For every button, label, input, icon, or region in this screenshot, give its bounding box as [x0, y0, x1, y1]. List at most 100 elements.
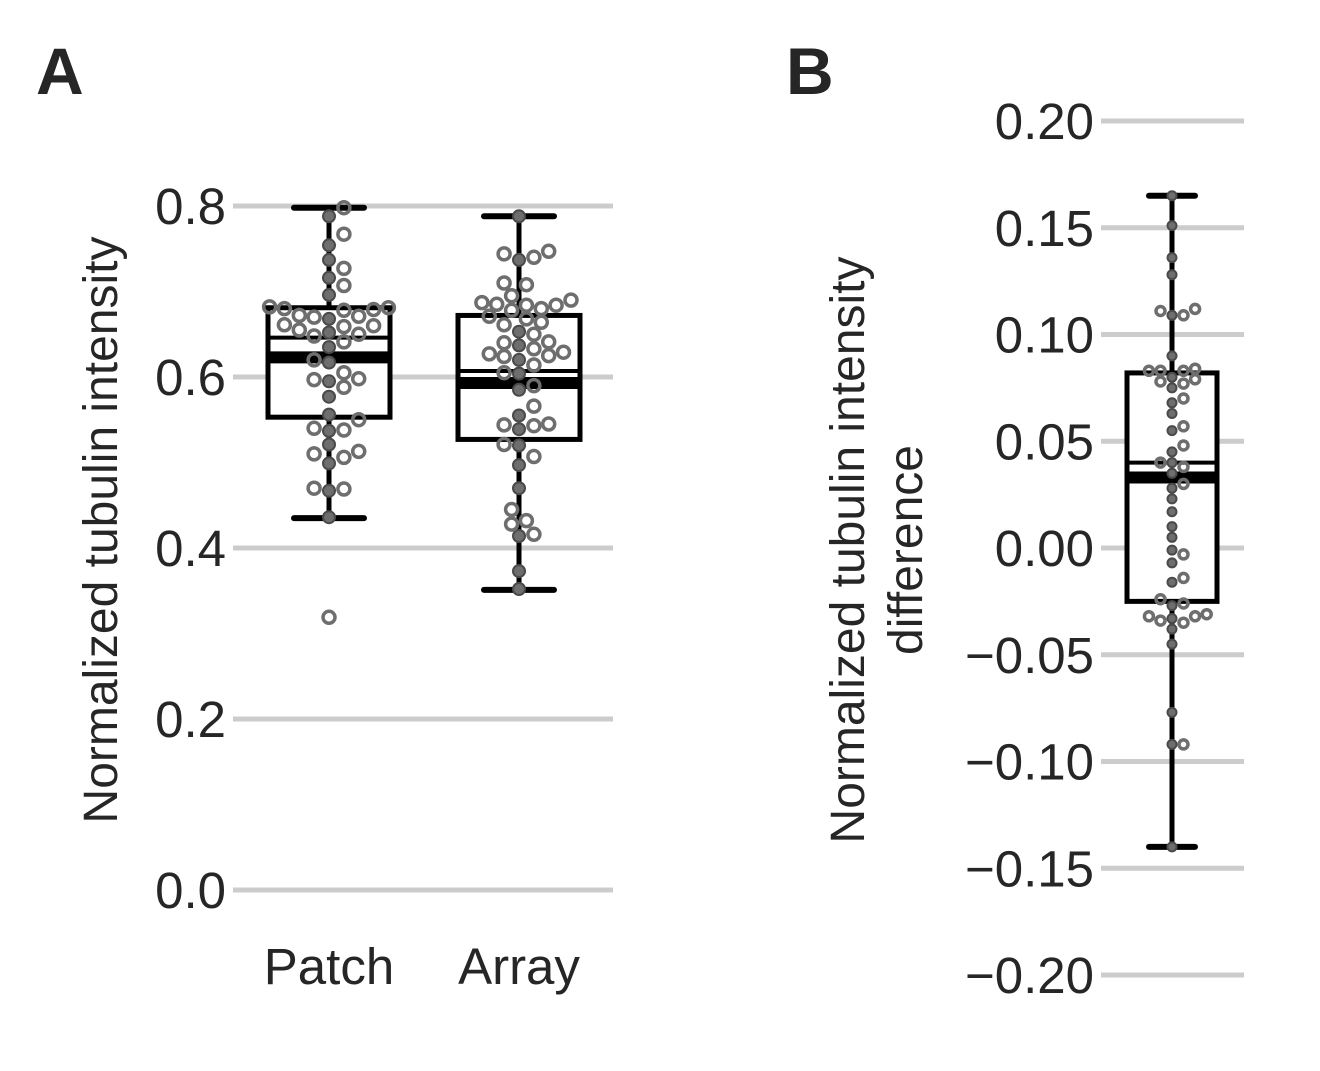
panel-b-data-point-0-29: [1154, 456, 1167, 469]
panel-b-data-point-0-8: [1166, 613, 1178, 624]
panel-b-data-point-0-23: [1166, 493, 1178, 505]
panel-a-data-point-0-25: [306, 328, 322, 344]
panel-b-data-point-0-17: [1166, 557, 1178, 569]
panel-a-data-point-0-35: [291, 307, 308, 324]
panel-a-data-point-0-47: [336, 226, 352, 242]
panel-a-x-tick-label-1: Array: [458, 938, 580, 995]
panel-a-x-tick-label-0: Patch: [264, 938, 394, 995]
panel-a-data-point-0-3: [336, 481, 352, 497]
panel-b-data-point-0-0: [1166, 841, 1178, 853]
panel-b-y-tick-label-1: −0.15: [965, 840, 1094, 897]
panel-a-y-axis-label: Normalized tubulin intensity: [75, 237, 128, 824]
panel-a-data-point-1-4: [503, 516, 520, 532]
panel-a-data-point-1-17: [526, 398, 542, 414]
panel-a-data-point-0-32: [322, 311, 336, 326]
panel-a-data-point-1-7: [512, 481, 526, 496]
panel-a-data-point-1-3: [526, 526, 542, 543]
panel-b-y-tick-label-5: 0.05: [995, 413, 1094, 470]
panel-b-data-point-0-3: [1166, 706, 1178, 718]
panel-a-data-point-0-31: [276, 317, 293, 333]
panel-b-data-point-0-25: [1177, 477, 1190, 491]
panel-a-data-point-1-13: [526, 417, 542, 434]
panel-b-data-point-0-2: [1177, 738, 1190, 751]
panel-a-data-point-1-10: [512, 438, 526, 453]
panel-a-data-point-0-48: [322, 209, 336, 224]
panel-a-data-point-1-23: [512, 352, 526, 367]
panel-a-data-point-0-29: [336, 318, 352, 335]
panel-a-data-point-1-29: [512, 338, 526, 353]
panel-b-data-point-0-30: [1166, 446, 1178, 458]
panel-a-data-point-0-37: [365, 301, 382, 318]
panel-b-data-point-0-27: [1177, 460, 1190, 474]
panel-b-data-point-0-53: [1166, 220, 1178, 232]
panel-a-data-point-1-2: [512, 529, 526, 543]
panel-a-data-point-1-12: [512, 422, 526, 437]
panel-a-data-point-0-16: [336, 379, 352, 396]
panel-a-data-point-1-48: [512, 252, 526, 267]
panel-a-data-point-0-6: [336, 449, 352, 466]
panel-a-data-point-0-43: [322, 270, 336, 285]
panel-a-data-point-0-15: [322, 389, 336, 404]
panel-a-data-point-0-2: [322, 483, 336, 498]
panel-a-data-point-0-44: [336, 260, 352, 277]
panel-a-data-point-1-44: [563, 292, 579, 308]
panel-a-data-point-1-51: [540, 243, 557, 260]
panel-a-data-point-1-14: [496, 417, 512, 433]
panel-a-data-point-0-8: [350, 443, 367, 460]
panel-a-data-point-1-0: [512, 582, 526, 596]
panel-a-y-tick-label-3: 0.6: [155, 349, 226, 406]
panel-b-y-tick-labels: −0.20 −0.15 −0.10 −0.05 0.00 0.05 0.10 0.15 0.20: [965, 93, 1094, 1004]
panel-b-data-point-0-42: [1177, 364, 1190, 378]
panel-a-data-point-1-50: [496, 246, 512, 262]
panel-a-letter: A: [36, 34, 84, 108]
panel-b-data-point-0-38: [1177, 377, 1190, 390]
panel-b-y-tick-label-8: 0.20: [995, 93, 1094, 150]
panel-a-data-point-0-45: [322, 252, 336, 267]
panel-a-data-point-0-19: [350, 370, 367, 387]
panel-a-data-point-0-1: [322, 510, 336, 525]
panel-a-data-point-1-11: [496, 436, 512, 453]
panel-a-data-point-0-10: [322, 423, 336, 438]
panel-a-data-point-1-15: [540, 416, 557, 432]
panel-b-data-point-0-50: [1188, 302, 1202, 316]
panel-b-y-tick-label-4: 0.00: [995, 520, 1094, 577]
panel-a-data-point-1-21: [496, 364, 512, 381]
panel-b-y-axis-label: Normalized tubulin intensity difference: [822, 257, 933, 844]
panel-b-data-point-0-10: [1142, 610, 1156, 623]
panel-b-data-point-0-44: [1142, 364, 1156, 378]
panel-a-data-point-0-49: [336, 199, 352, 216]
panel-a-data-point-1-46: [518, 276, 535, 293]
panel-a-data-point-0-0: [321, 609, 337, 626]
panel-a-data-point-0-26: [350, 326, 367, 343]
panel-a-data-point-0-33: [306, 309, 322, 325]
panel-b-data-point-0-6: [1177, 616, 1190, 629]
panel-b-data-point-0-24: [1166, 482, 1178, 494]
panel-b-points: [1142, 190, 1213, 853]
panel-a-data-point-1-43: [474, 294, 490, 311]
panel-a-data-point-1-30: [496, 335, 512, 351]
panel-b-y-tick-label-6: 0.10: [995, 307, 1094, 364]
panel-b: B −0.20 −0.15 −0.10 −0.05 0.00 0.05 0.10 0.15 0.…: [786, 34, 1244, 1004]
panel-a-y-tick-label-2: 0.4: [155, 520, 226, 577]
panel-a-data-point-1-27: [555, 344, 572, 360]
panel-a-data-point-1-26: [481, 346, 498, 362]
panel-a-data-point-0-13: [350, 411, 367, 428]
panel-b-data-point-0-21: [1166, 521, 1178, 533]
panel-a-data-point-1-33: [512, 324, 526, 339]
panel-b-data-point-0-4: [1166, 638, 1178, 650]
panel-b-data-point-0-26: [1166, 467, 1178, 479]
panel-a-data-point-0-40: [261, 299, 278, 315]
panel-b-data-point-0-36: [1177, 392, 1190, 405]
panel-a-data-point-1-28: [526, 341, 542, 357]
panel-a-x-tick-labels: Patch Array: [264, 938, 581, 995]
panel-b-y-tick-label-2: −0.10: [965, 734, 1094, 791]
panel-b-data-point-0-52: [1166, 252, 1178, 264]
panel-b-data-point-0-16: [1177, 571, 1190, 585]
panel-b-data-point-0-49: [1154, 304, 1167, 318]
panel-a-data-point-1-1: [512, 564, 526, 579]
panel-b-data-point-0-35: [1166, 397, 1178, 409]
panel-b-data-point-0-15: [1166, 576, 1178, 588]
panel-a-data-point-0-12: [306, 420, 322, 437]
panel-b-data-point-0-41: [1166, 371, 1178, 383]
